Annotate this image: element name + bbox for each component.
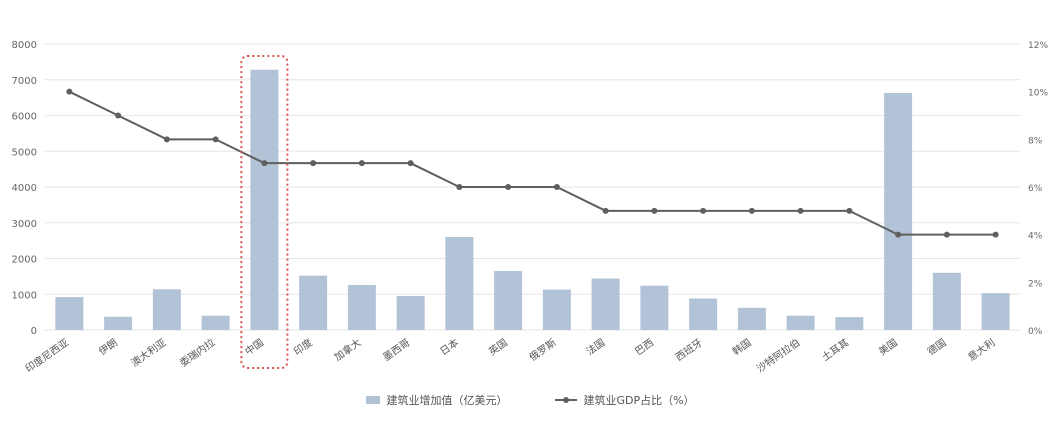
left-tick-label: 8000 bbox=[12, 40, 37, 51]
x-tick-label: 日本 bbox=[437, 336, 461, 358]
line-point bbox=[505, 184, 512, 190]
left-tick-label: 0 bbox=[31, 326, 37, 337]
legend-item-bar: 建筑业增加值（亿美元） bbox=[366, 392, 507, 408]
bar bbox=[152, 289, 181, 330]
left-tick-label: 2000 bbox=[12, 255, 37, 266]
x-tick-label: 西班牙 bbox=[673, 337, 704, 364]
x-tick-label: 委瑞内拉 bbox=[177, 336, 217, 370]
x-tick-label: 美国 bbox=[876, 336, 900, 358]
bar-series bbox=[55, 69, 1010, 331]
bar bbox=[689, 298, 718, 330]
x-tick-label: 意大利 bbox=[965, 336, 997, 364]
bar bbox=[494, 271, 523, 330]
bar bbox=[445, 237, 474, 330]
line-point bbox=[310, 160, 317, 167]
right-tick-label: 4% bbox=[1028, 232, 1043, 242]
left-tick-label: 3000 bbox=[12, 219, 37, 230]
bar bbox=[981, 293, 1010, 330]
line-point bbox=[163, 136, 170, 143]
x-tick-label: 巴西 bbox=[633, 337, 656, 358]
highlight-layer bbox=[240, 55, 289, 369]
line-point bbox=[553, 184, 560, 190]
left-tick-label: 4000 bbox=[12, 183, 37, 194]
bar bbox=[347, 284, 376, 330]
line-point bbox=[700, 207, 707, 214]
legend-line-swatch bbox=[555, 396, 578, 404]
bar bbox=[55, 297, 84, 330]
bar bbox=[299, 275, 328, 330]
legend-bar-label: 建筑业增加值（亿美元） bbox=[386, 394, 508, 407]
x-tick-label: 英国 bbox=[486, 336, 510, 358]
right-tick-label: 6% bbox=[1028, 184, 1043, 194]
right-tick-label: 8% bbox=[1028, 136, 1043, 146]
line-point bbox=[651, 207, 658, 214]
right-tick-label: 12% bbox=[1028, 41, 1048, 51]
x-tick-label: 法国 bbox=[584, 336, 608, 358]
bar bbox=[591, 278, 620, 330]
bar bbox=[542, 289, 571, 330]
bar bbox=[396, 296, 425, 330]
right-axis: 0% 2% 4% 6% 8% 10% 12% bbox=[1028, 41, 1048, 337]
highlight-box bbox=[240, 55, 289, 369]
line-point bbox=[456, 184, 463, 190]
left-tick-label: 1000 bbox=[12, 290, 37, 301]
bar bbox=[250, 69, 279, 331]
line-point bbox=[261, 160, 268, 167]
line-point bbox=[212, 136, 219, 143]
x-tick-label: 墨西哥 bbox=[381, 337, 412, 364]
left-tick-label: 6000 bbox=[12, 112, 37, 123]
right-tick-label: 2% bbox=[1028, 279, 1043, 289]
line-point bbox=[943, 231, 950, 238]
line-series bbox=[66, 88, 999, 238]
left-tick-label: 5000 bbox=[12, 147, 37, 158]
legend-bar-swatch bbox=[366, 396, 381, 404]
legend-item-line: 建筑业GDP占比（%） bbox=[555, 392, 695, 408]
right-tick-label: 10% bbox=[1028, 89, 1048, 99]
x-tick-label: 印度尼西亚 bbox=[23, 336, 71, 375]
line-point bbox=[602, 207, 609, 214]
x-tick-label: 俄罗斯 bbox=[527, 336, 559, 364]
bar bbox=[786, 315, 815, 330]
right-tick-label: 0% bbox=[1028, 327, 1043, 337]
legend: 建筑业增加值（亿美元） 建筑业GDP占比（%） bbox=[0, 390, 1061, 410]
x-tick-label: 沙特阿拉伯 bbox=[754, 336, 802, 375]
bar bbox=[640, 285, 669, 330]
bar bbox=[737, 307, 766, 330]
line-point bbox=[846, 207, 853, 214]
bar bbox=[201, 315, 230, 330]
line-point bbox=[992, 231, 999, 238]
gdp-share-line bbox=[68, 90, 996, 236]
x-tick-label: 中国 bbox=[242, 336, 266, 358]
line-point bbox=[115, 112, 122, 119]
x-tick-label: 韩国 bbox=[730, 336, 754, 358]
line-point bbox=[66, 88, 73, 95]
x-tick-label: 德国 bbox=[925, 336, 949, 358]
bar bbox=[104, 316, 133, 330]
line-point bbox=[748, 207, 755, 214]
bar bbox=[932, 272, 961, 330]
x-tick-label: 澳大利亚 bbox=[128, 336, 168, 370]
x-tick-label: 伊朗 bbox=[97, 337, 120, 358]
line-point bbox=[895, 231, 902, 238]
x-tick-label: 土耳其 bbox=[819, 336, 851, 364]
left-axis: 0 1000 2000 3000 4000 5000 6000 7000 8000 bbox=[12, 40, 37, 337]
bar bbox=[884, 92, 913, 330]
x-tick-label: 加拿大 bbox=[332, 336, 364, 364]
x-tick-label: 印度 bbox=[291, 336, 315, 358]
bar bbox=[835, 317, 864, 330]
line-point bbox=[797, 207, 804, 214]
x-axis-labels: 印度尼西亚 伊朗 澳大利亚 委瑞内拉 中国 印度 加拿大 墨西哥 日本 英国 俄罗斯 法国 巴西 西班牙 韩… bbox=[23, 336, 998, 375]
legend-line-label: 建筑业GDP占比（%） bbox=[583, 394, 695, 407]
line-point bbox=[407, 160, 414, 167]
left-tick-label: 7000 bbox=[12, 76, 37, 87]
line-point bbox=[358, 160, 365, 167]
